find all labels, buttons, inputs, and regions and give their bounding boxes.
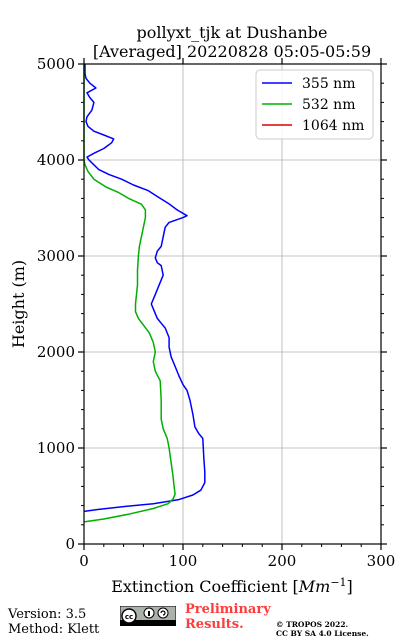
x-axis-label-unit: Mm [298,577,331,596]
legend: 355 nm 532 nm 1064 nm [255,69,374,140]
x-axis-label: Extinction Coefficient [Mm−1] [111,576,353,596]
chart: pollyxt_tjk at Dushanbe [Averaged] 20220… [9,23,396,596]
series-line-355-nm [83,64,206,513]
y-axis-label: Height (m) [9,260,28,348]
preliminary-line2: Results. [185,617,244,632]
x-tick-label: 300 [367,552,396,570]
x-tick-label: 0 [79,552,89,570]
svg-text:cc: cc [125,613,133,621]
copyright-line1: © TROPOS 2022. [276,620,349,629]
chart-title-line2: [Averaged] 20220828 05:05-05:59 [93,42,371,61]
copyright-notice: © TROPOS 2022. CC BY SA 4.0 License. [276,620,396,638]
x-tick-label: 100 [169,552,198,570]
y-tick-label: 2000 [37,343,75,361]
y-tick-label: 5000 [37,55,75,73]
preliminary-results-notice: Preliminary Results. [185,602,285,632]
y-tick-label: 0 [65,535,75,553]
preliminary-line1: Preliminary [185,602,271,617]
method-text: Method: Klett [8,622,100,637]
series-layer [83,64,206,523]
legend-label-1064: 1064 nm [302,118,364,134]
cc-by-sa-badge: cc [120,606,176,626]
x-axis-label-close: ] [347,577,353,596]
series-line-532-nm [83,64,176,523]
legend-label-355: 355 nm [302,76,355,92]
chart-title-line1: pollyxt_tjk at Dushanbe [136,23,327,42]
x-axis-label-exponent: −1 [330,576,346,589]
version-text: Version: 3.5 [8,607,87,622]
y-tick-label: 4000 [37,151,75,169]
legend-label-532: 532 nm [302,97,355,113]
y-tick-label: 3000 [37,247,75,265]
plot-frame [83,63,382,545]
y-tick-label: 1000 [37,439,75,457]
copyright-line2: CC BY SA 4.0 License. [276,629,369,638]
legend-box [255,69,374,140]
x-tick-label: 200 [268,552,297,570]
x-axis-label-text: Extinction Coefficient [ [111,577,299,596]
